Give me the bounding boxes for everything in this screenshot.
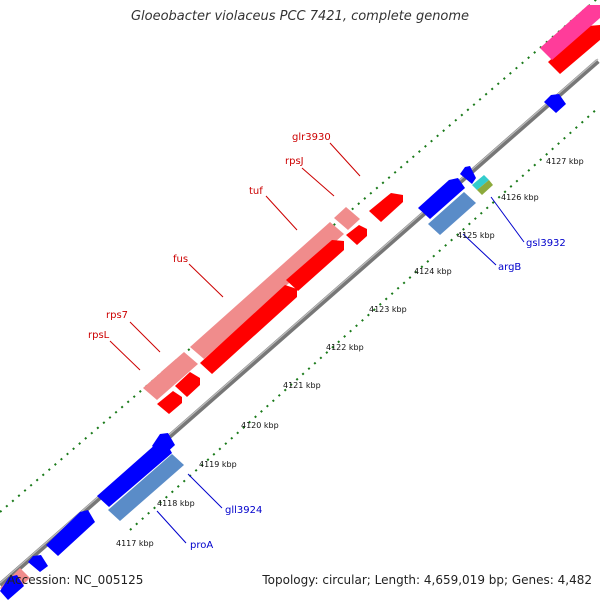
- gene-label-glr3930[interactable]: glr3930: [292, 132, 331, 143]
- map-title: Gloeobacter violaceus PCC 7421, complete…: [130, 9, 470, 24]
- gene-arrow-lower-top[interactable]: [544, 94, 566, 113]
- gene-arrow-rps7[interactable]: [175, 372, 200, 397]
- gene-arrow-top-right[interactable]: [548, 25, 600, 74]
- gene-label-argB[interactable]: argB: [498, 262, 521, 273]
- gene-label-tuf[interactable]: tuf: [249, 186, 263, 197]
- inner-tick-line: [129, 107, 599, 531]
- gene-gsl3932-block[interactable]: [472, 175, 489, 190]
- gene-proA-block[interactable]: [108, 454, 184, 521]
- scale-label: 4118 kbp: [157, 499, 195, 508]
- leader-glr3930: [329, 142, 361, 177]
- gene-arrow-rpsJ[interactable]: [346, 225, 367, 245]
- gene-arrow-rpsL[interactable]: [157, 391, 182, 414]
- accession-text: Accession: NC_005125: [7, 573, 144, 587]
- scale-label: 4125 kbp: [457, 231, 495, 240]
- scale-label: 4121 kbp: [283, 381, 321, 390]
- leader-rps7: [129, 321, 161, 353]
- gene-olive-block[interactable]: [477, 180, 493, 195]
- leader-gsl3932: [490, 196, 525, 243]
- reverse-arrow-group: [0, 94, 566, 600]
- reverse-block-group: [108, 192, 476, 521]
- leader-gll3924: [187, 473, 223, 509]
- gene-arrow-glr3930[interactable]: [369, 193, 403, 222]
- gene-arrow-fus[interactable]: [200, 285, 297, 374]
- gene-label-proA[interactable]: proA: [190, 540, 213, 551]
- scale-label: 4126 kbp: [501, 193, 539, 202]
- gene-rpsL-block[interactable]: [161, 352, 198, 384]
- gene-argB-block[interactable]: [428, 192, 476, 235]
- forward-arrow-group: [157, 25, 600, 414]
- gene-arrow-proA[interactable]: [46, 510, 95, 556]
- leader-fus: [188, 263, 224, 298]
- leader-proA: [156, 510, 187, 544]
- upper-leaders: [109, 142, 361, 371]
- gene-arrow-far-left[interactable]: [28, 555, 48, 572]
- scale-label: 4123 kbp: [369, 305, 407, 314]
- lower-leaders: [156, 196, 525, 544]
- leader-rpsJ: [301, 167, 335, 197]
- gene-label-rpsJ[interactable]: rpsJ: [285, 156, 304, 167]
- scale-label: 4127 kbp: [546, 157, 584, 166]
- gene-label-rpsL[interactable]: rpsL: [88, 330, 110, 341]
- gene-arrow-argB-region[interactable]: [418, 178, 465, 219]
- gene-label-gsl3932[interactable]: gsl3932: [526, 238, 566, 249]
- gene-arrow-tuf[interactable]: [286, 240, 344, 291]
- scale-label: 4120 kbp: [241, 421, 279, 430]
- scale-label: 4117 kbp: [116, 539, 154, 548]
- outer-tick-line: [0, 0, 598, 513]
- scale-label: 4124 kbp: [414, 267, 452, 276]
- gene-label-rps7[interactable]: rps7: [106, 310, 128, 321]
- leader-tuf: [265, 195, 298, 231]
- gene-label-fus[interactable]: fus: [173, 254, 188, 265]
- gene-label-gll3924[interactable]: gll3924: [225, 505, 262, 516]
- gene-tuf-block[interactable]: [334, 207, 360, 230]
- gene-fus-block[interactable]: [190, 222, 344, 359]
- gene-arrow-bottom-left[interactable]: [0, 575, 24, 600]
- scale-label: 4119 kbp: [199, 460, 237, 469]
- gene-magenta-block[interactable]: [540, 5, 600, 60]
- leader-rpsL: [109, 340, 141, 371]
- scale-label: 4122 kbp: [326, 343, 364, 352]
- leader-argB: [462, 233, 497, 266]
- genome-summary-text: Topology: circular; Length: 4,659,019 bp…: [262, 573, 592, 587]
- gene-arrow-gsl3932-region[interactable]: [460, 166, 476, 184]
- gene-arrow-gll3924[interactable]: [97, 441, 172, 507]
